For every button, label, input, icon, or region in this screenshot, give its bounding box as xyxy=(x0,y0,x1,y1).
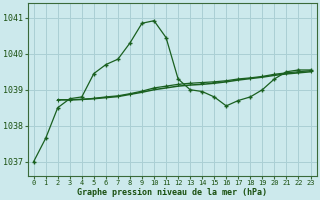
X-axis label: Graphe pression niveau de la mer (hPa): Graphe pression niveau de la mer (hPa) xyxy=(77,188,267,197)
